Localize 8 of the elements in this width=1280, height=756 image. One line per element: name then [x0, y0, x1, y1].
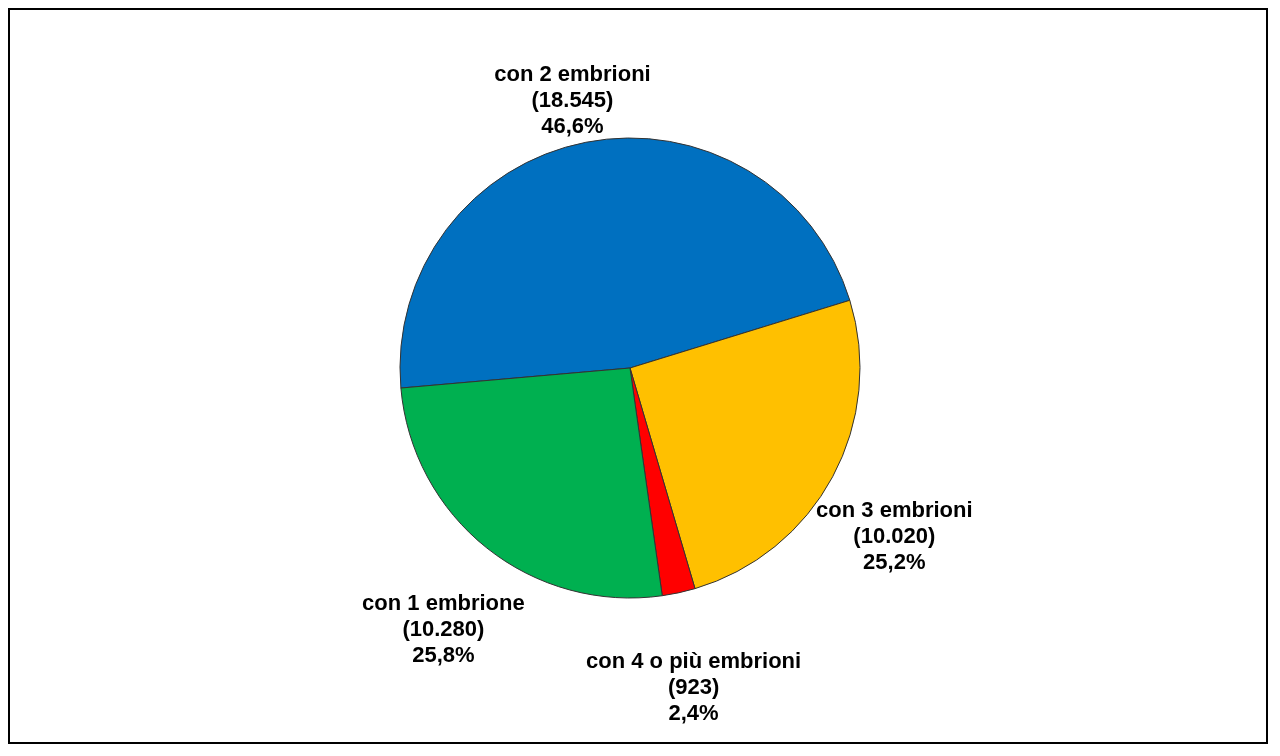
data-label: (923) 2,4% [667, 674, 720, 726]
data-label: (10.020) 25,2% [853, 522, 936, 574]
slice-label: con 3 embrioni [816, 496, 973, 522]
slice-label: con 1 embrione [362, 589, 525, 615]
data-label: (18.545) 46,6% [531, 86, 614, 138]
slice-label: con 2 embrioni [494, 60, 651, 86]
slice-label: con 4 o più embrioni [586, 648, 802, 674]
data-label: (10.280) 25,8% [402, 615, 485, 667]
